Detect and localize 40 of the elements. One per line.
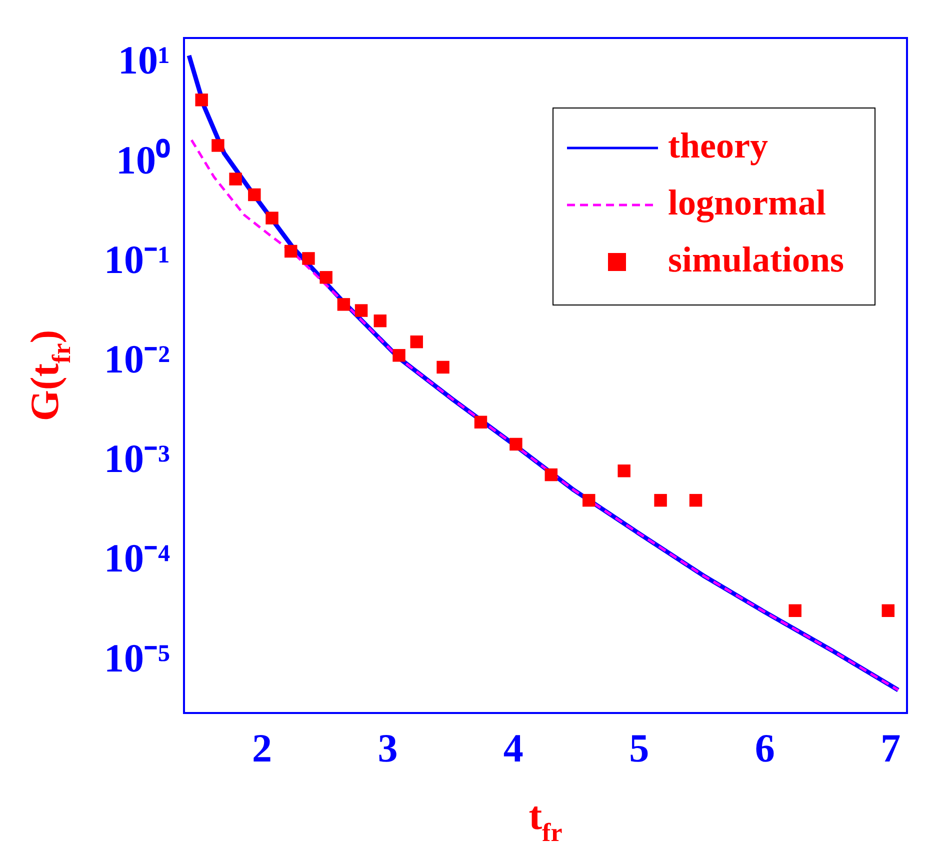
x-tick-label: 2	[252, 725, 272, 770]
x-tick-label: 4	[503, 725, 524, 770]
point	[618, 464, 630, 478]
point	[248, 188, 261, 202]
point	[788, 604, 802, 617]
point	[410, 335, 423, 348]
x-tick-label: 6	[754, 725, 775, 770]
point	[544, 468, 558, 482]
point	[374, 314, 387, 328]
y-tick-label: 10⁻⁵	[104, 635, 170, 680]
legend-label: theory	[668, 125, 768, 166]
point	[689, 494, 702, 507]
y-tick-label: 10⁻²	[104, 336, 170, 382]
point	[195, 94, 208, 106]
point	[229, 172, 242, 186]
point	[212, 139, 224, 152]
point	[320, 271, 332, 284]
point	[510, 438, 522, 451]
y-tick-label: 10¹	[118, 38, 170, 83]
y-tick-label: 10⁻¹	[104, 236, 170, 282]
point	[582, 494, 596, 507]
point	[354, 304, 368, 317]
point	[284, 244, 298, 258]
point	[436, 360, 450, 374]
y-tick-label: 10⁻³	[104, 436, 170, 482]
point	[266, 212, 278, 224]
y-tick-label: 10⁻⁴	[104, 536, 170, 581]
x-tick-label: 3	[378, 725, 398, 770]
y-axis-title: G(tfr)	[22, 330, 76, 422]
point	[882, 604, 895, 617]
point	[337, 298, 350, 311]
point	[392, 349, 406, 362]
legend-label: lognormal	[668, 182, 826, 222]
x-tick-label: 7	[880, 725, 901, 770]
legend-label: simulations	[668, 239, 844, 280]
point	[474, 416, 488, 428]
point	[302, 252, 315, 265]
x-tick-label: 5	[629, 725, 650, 770]
y-tick-label: 10⁰	[116, 137, 170, 182]
point	[654, 494, 667, 507]
